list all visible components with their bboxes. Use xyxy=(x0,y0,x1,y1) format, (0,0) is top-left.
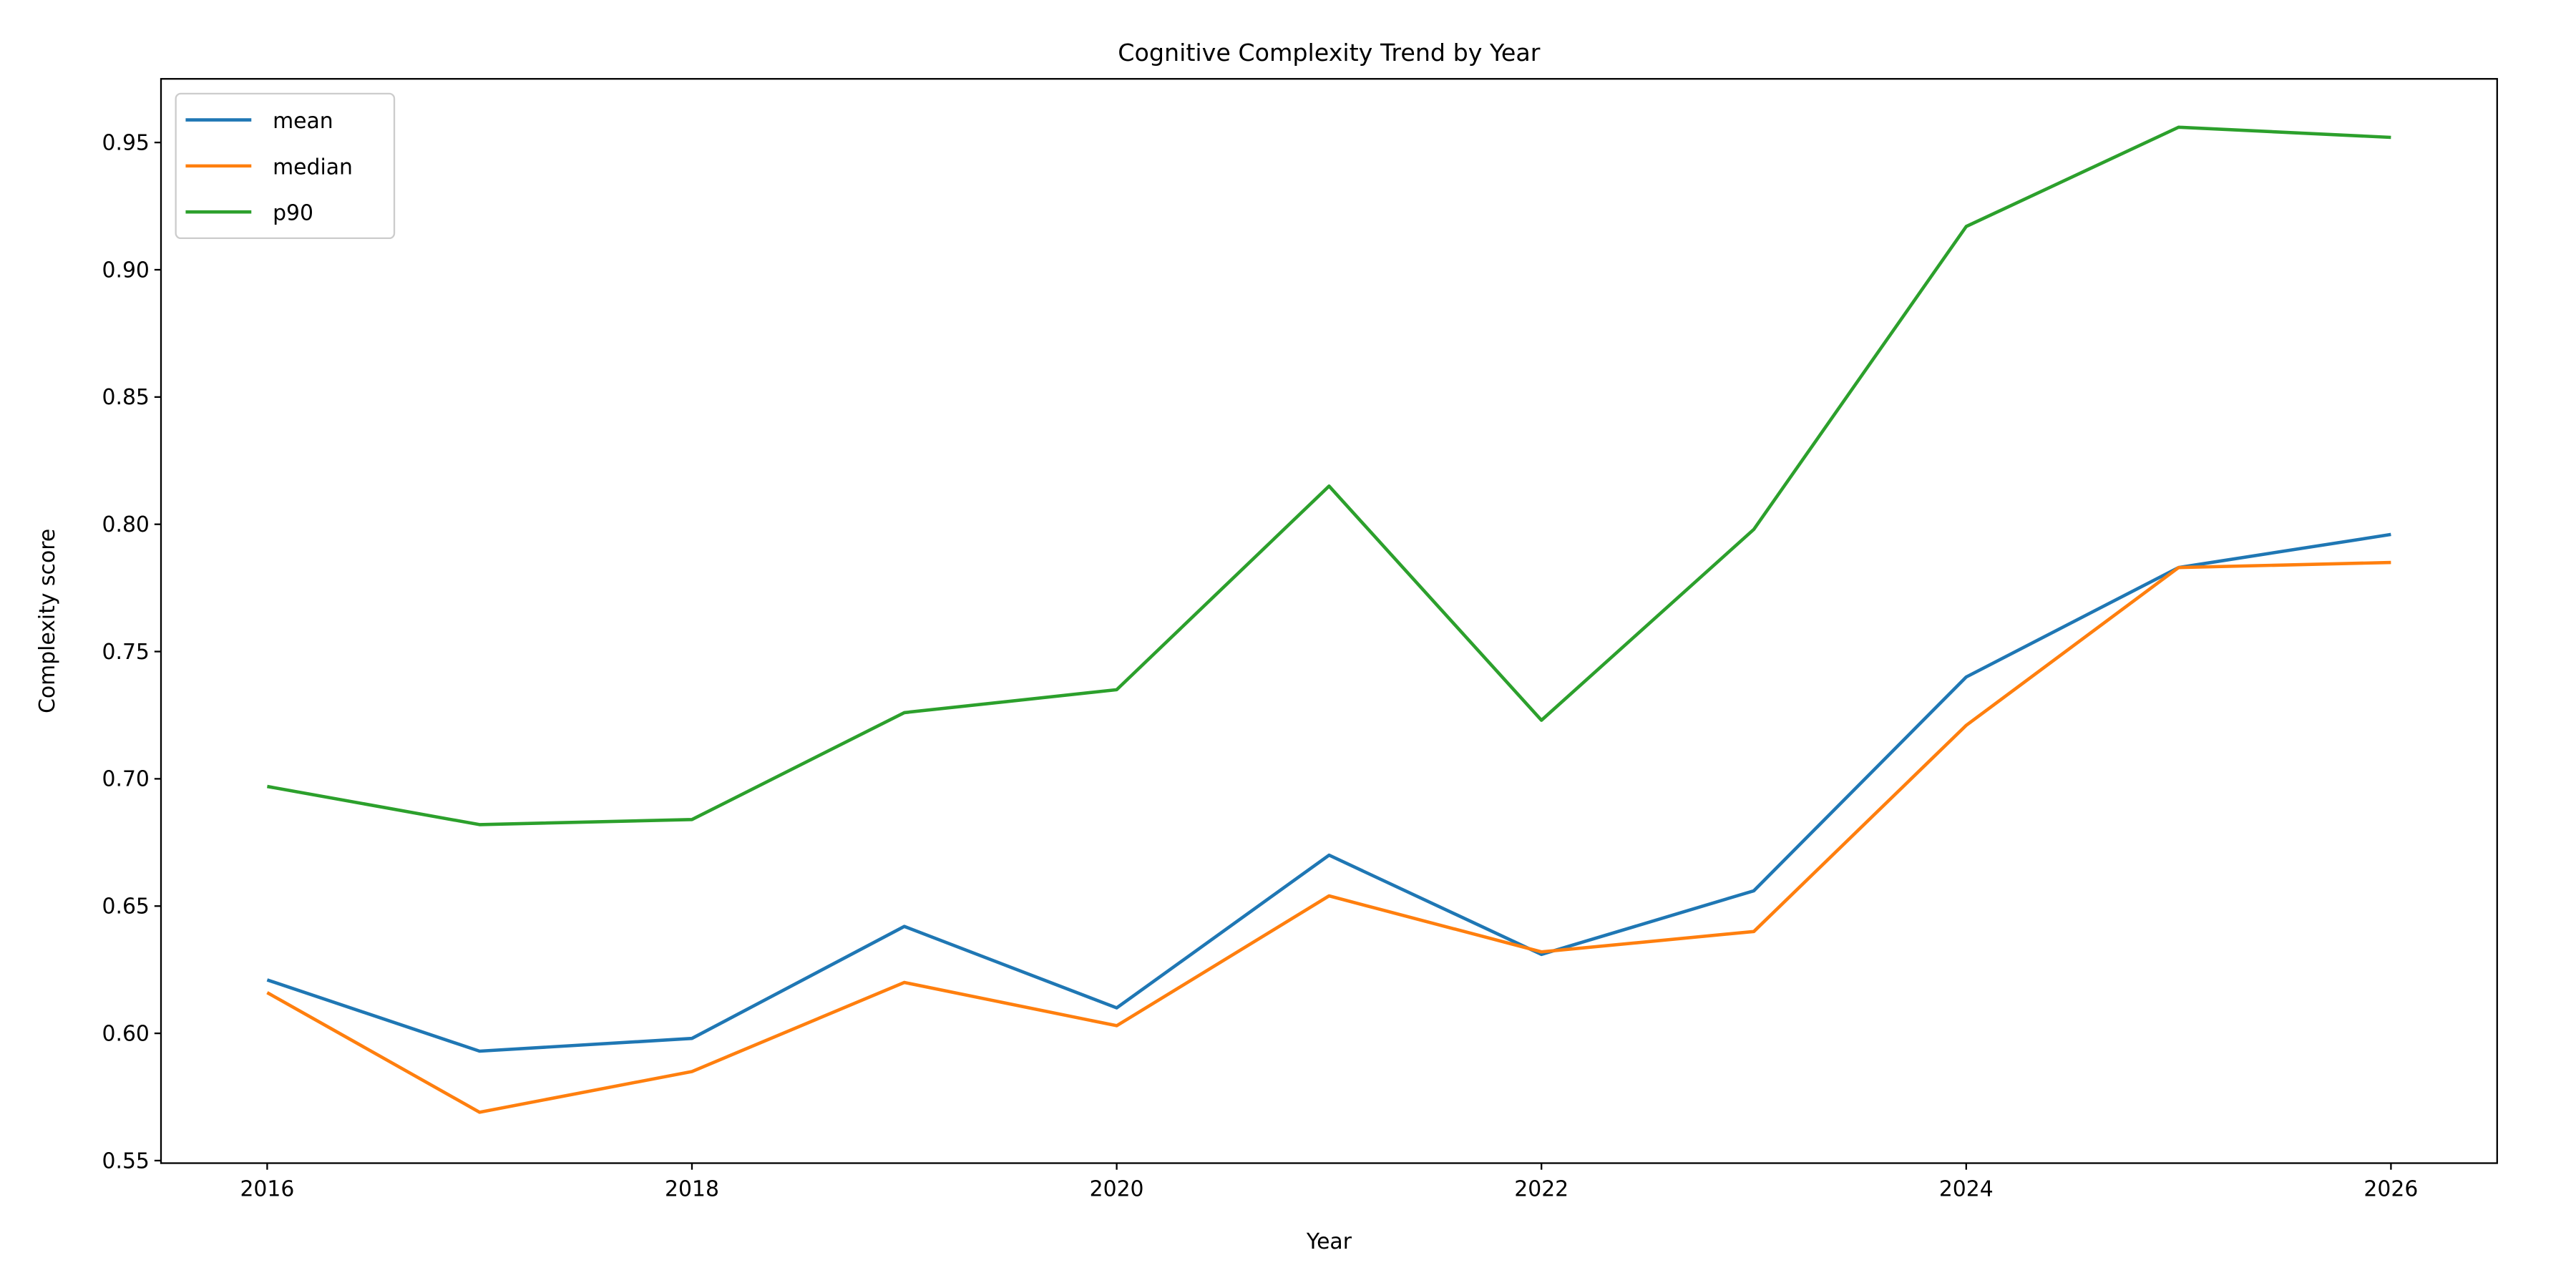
x-tick-label: 2016 xyxy=(240,1176,294,1201)
y-axis-label: Complexity score xyxy=(35,529,60,713)
y-tick-label: 0.65 xyxy=(102,894,150,919)
x-tick-label: 2024 xyxy=(1939,1176,1994,1201)
y-tick-label: 0.90 xyxy=(102,258,150,283)
legend-label-mean: mean xyxy=(273,109,333,134)
x-tick-label: 2020 xyxy=(1090,1176,1144,1201)
series-line-median xyxy=(266,560,2391,1114)
x-tick-label: 2026 xyxy=(2363,1176,2418,1201)
x-tick-label: 2018 xyxy=(665,1176,719,1201)
x-axis-label: Year xyxy=(1306,1229,1352,1254)
y-tick-label: 0.70 xyxy=(102,767,150,792)
y-tick-label: 0.60 xyxy=(102,1021,150,1046)
chart-title: Cognitive Complexity Trend by Year xyxy=(1118,39,1541,67)
series-lines xyxy=(266,125,2391,1114)
plot-frame xyxy=(160,78,2498,1164)
y-tick-label: 0.55 xyxy=(102,1148,150,1174)
series-line-mean xyxy=(266,532,2391,1053)
x-tick-label: 2022 xyxy=(1514,1176,1568,1201)
legend-box xyxy=(175,92,396,240)
y-tick-label: 0.95 xyxy=(102,130,150,155)
legend: mean median p90 xyxy=(175,92,396,240)
axis-ticks: 2016 2018 2020 2022 2024 2026 0.55 0.60 0.65 0.70… xyxy=(102,130,2419,1201)
legend-label-p90: p90 xyxy=(273,201,313,226)
legend-label-median: median xyxy=(273,155,353,180)
y-tick-label: 0.80 xyxy=(102,512,150,537)
y-tick-label: 0.75 xyxy=(102,640,150,665)
series-line-p90 xyxy=(266,125,2391,826)
y-tick-label: 0.85 xyxy=(102,385,150,410)
